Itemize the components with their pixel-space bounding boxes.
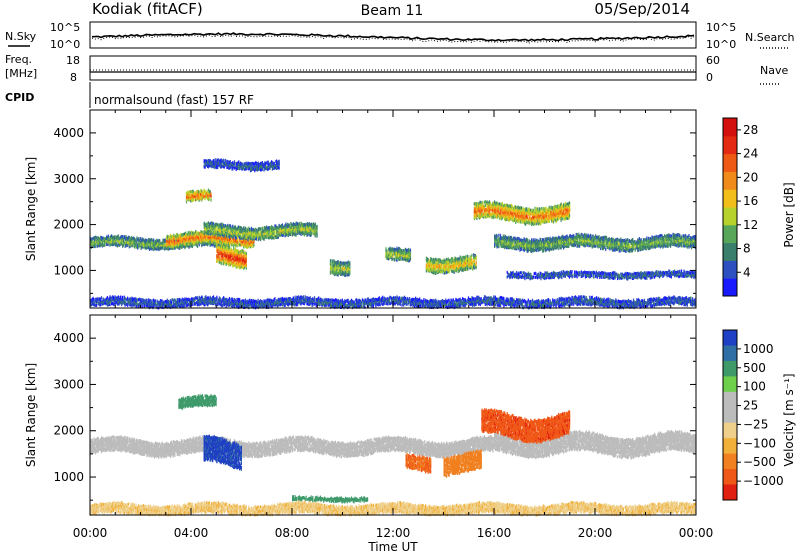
- radar-figure: Kodiak (fitACF) Beam 11 05/Sep/2014 N.Sk…: [0, 0, 800, 554]
- echo-cell: [153, 239, 154, 242]
- freq-label-1: Freq.: [5, 53, 32, 66]
- noise-left-label: N.Sky: [5, 30, 37, 43]
- frequency-panel: Freq. [MHz] 18 8 60 0 Nave: [5, 53, 788, 84]
- station-title: Kodiak (fitACF): [92, 0, 203, 18]
- noise-right-tick-bottom: 10^0: [706, 38, 736, 51]
- noise-left-tick-top: 10^5: [50, 21, 80, 34]
- nave-tick-top: 60: [706, 54, 720, 67]
- echo-cell: [159, 239, 160, 242]
- cpid-row: CPID normalsound (fast) 157 RF: [5, 82, 254, 108]
- echo-cell: [108, 235, 109, 238]
- echo-cell: [223, 243, 224, 246]
- cpid-label: CPID: [5, 91, 34, 104]
- echo-cell: [135, 238, 136, 241]
- echo-cell: [199, 243, 200, 246]
- date-title: 05/Sep/2014: [594, 0, 690, 18]
- echo-cell: [218, 241, 219, 244]
- noise-panel: N.Sky 10^5 10^0 10^5 10^0 N.Search: [5, 21, 795, 51]
- echo-cell: [182, 244, 183, 247]
- freq-label-2: [MHz]: [5, 67, 37, 80]
- nave-label: Nave: [760, 64, 788, 77]
- cpid-value: normalsound (fast) 157 RF: [94, 93, 254, 107]
- noise-left-tick-bottom: 10^0: [50, 38, 80, 51]
- beam-title: Beam 11: [361, 3, 424, 19]
- nave-tick-bottom: 0: [706, 71, 713, 84]
- freq-tick-top: 18: [66, 54, 80, 67]
- noise-right-tick-top: 10^5: [706, 21, 736, 34]
- noise-right-label: N.Search: [745, 31, 795, 44]
- echo-cell: [167, 246, 168, 249]
- freq-tick-bottom: 8: [70, 71, 77, 84]
